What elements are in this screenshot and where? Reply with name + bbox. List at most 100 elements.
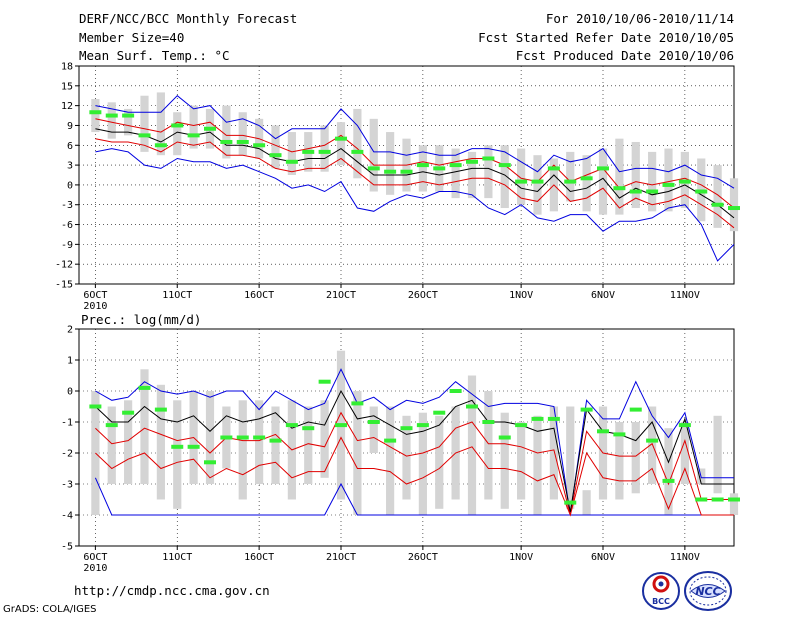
temperature-median-mark bbox=[138, 133, 151, 138]
precipitation-median-mark bbox=[662, 478, 675, 483]
precipitation-median-mark bbox=[629, 407, 642, 412]
temperature-median-mark bbox=[351, 149, 364, 154]
precipitation-median-mark bbox=[351, 401, 364, 406]
precipitation-median-mark bbox=[728, 497, 740, 502]
temperature-ytick-label: 12 bbox=[61, 101, 73, 112]
temperature-ytick-label: -3 bbox=[61, 200, 73, 211]
precipitation-year-label: 2010 bbox=[83, 563, 107, 574]
forecast-started-date: Fcst Started Refer Date 2010/10/05 bbox=[478, 30, 734, 45]
bcc-logo-icon: BCC bbox=[642, 572, 680, 610]
temperature-ytick-label: -12 bbox=[55, 260, 73, 271]
temperature-median-mark bbox=[662, 182, 675, 187]
precipitation-ensemble-box bbox=[631, 422, 640, 494]
precipitation-xtick-label: 11NOV bbox=[670, 552, 700, 563]
precipitation-median-mark bbox=[269, 438, 282, 443]
precipitation-ensemble-box bbox=[91, 391, 100, 515]
precipitation-ensemble-box bbox=[484, 391, 493, 500]
temperature-ensemble-box bbox=[648, 151, 657, 212]
temperature-ensemble-box bbox=[107, 102, 116, 139]
precipitation-ensemble-box bbox=[467, 375, 477, 515]
temperature-median-mark bbox=[695, 189, 708, 194]
precipitation-ensemble-box bbox=[386, 406, 395, 515]
temperature-ensemble-box bbox=[729, 178, 739, 232]
source-url[interactable]: http://cmdp.ncc.cma.gov.cn bbox=[74, 583, 270, 598]
temperature-upper-spread-line bbox=[95, 118, 735, 209]
temperature-median-mark bbox=[613, 186, 626, 191]
precipitation-ensemble-box bbox=[500, 412, 509, 509]
precipitation-ensemble-box bbox=[304, 406, 313, 484]
precipitation-lower-envelope-line bbox=[94, 477, 734, 516]
temperature-ytick-label: 0 bbox=[67, 180, 73, 191]
temperature-ytick-label: 9 bbox=[67, 121, 73, 132]
temperature-xtick-label: 6NOV bbox=[591, 290, 615, 301]
temperature-ytick-label: -6 bbox=[61, 220, 73, 231]
temperature-panel: -15 -12 -9 -6 -3 0 3 6 9 12 15 18 6OCT 11OCT 16OCT 21OC… bbox=[55, 62, 740, 312]
temperature-median-mark bbox=[400, 169, 413, 174]
temperature-ensemble-box bbox=[451, 148, 460, 199]
temperature-median-mark bbox=[433, 166, 446, 171]
temperature-ensemble-box bbox=[287, 132, 296, 175]
temperature-frame bbox=[78, 65, 735, 285]
precipitation-ensemble-box bbox=[418, 412, 427, 515]
temperature-ensemble-box bbox=[156, 92, 165, 156]
precipitation-median-mark bbox=[138, 385, 151, 390]
precipitation-median-mark bbox=[547, 416, 560, 421]
precipitation-median-mark bbox=[187, 444, 200, 449]
temperature-median-mark bbox=[220, 139, 233, 144]
precipitation-median-mark bbox=[531, 416, 544, 421]
precipitation-median-mark bbox=[204, 460, 216, 465]
precipitation-median-mark bbox=[711, 497, 724, 502]
temperature-xtick-label: 26OCT bbox=[408, 290, 438, 301]
temperature-median-mark bbox=[711, 202, 724, 207]
precipitation-xtick-label: 11OCT bbox=[162, 552, 192, 563]
temperature-xtick-label: 11OCT bbox=[162, 290, 192, 301]
temperature-median-mark bbox=[678, 179, 691, 184]
temperature-median-mark bbox=[531, 179, 544, 184]
ncc-logo-text: NCC bbox=[695, 585, 720, 598]
temperature-ensemble-box bbox=[418, 145, 427, 192]
precipitation-label: Prec.: log(mm/d) bbox=[81, 312, 201, 327]
temperature-ensemble-box bbox=[713, 165, 722, 228]
precipitation-ytick-label: 1 bbox=[67, 356, 73, 367]
precipitation-median-mark bbox=[253, 435, 266, 440]
temperature-median-mark bbox=[285, 159, 298, 164]
precipitation-median-mark bbox=[318, 379, 331, 384]
precipitation-median-mark bbox=[384, 438, 397, 443]
precipitation-ensemble-box bbox=[320, 400, 329, 478]
precipitation-median-mark bbox=[564, 500, 577, 505]
temperature-xtick-label: 11NOV bbox=[670, 290, 700, 301]
precipitation-median-mark bbox=[416, 423, 429, 428]
precipitation-ensemble-box bbox=[615, 422, 624, 500]
temperature-ensemble-box bbox=[140, 95, 149, 152]
precipitation-median-mark bbox=[236, 435, 249, 440]
temperature-xtick-label: 16OCT bbox=[244, 290, 274, 301]
precipitation-median-mark bbox=[433, 410, 446, 415]
precipitation-ensemble-box bbox=[107, 406, 116, 484]
precipitation-ensemble-box bbox=[369, 406, 378, 453]
precipitation-ensemble-box bbox=[255, 400, 264, 484]
precipitation-median-mark bbox=[302, 426, 315, 431]
precipitation-median-mark bbox=[449, 389, 462, 393]
precipitation-upper-spread-line bbox=[95, 411, 734, 516]
precipitation-ensemble-box bbox=[173, 400, 182, 509]
temperature-median-mark bbox=[466, 159, 478, 164]
temperature-ensemble-box bbox=[484, 145, 493, 199]
temperature-median-mark bbox=[269, 153, 282, 158]
temperature-ensemble-box bbox=[238, 112, 247, 156]
temperature-ensemble-box bbox=[386, 132, 395, 195]
precipitation-median-mark bbox=[482, 420, 495, 424]
temperature-ensemble-box bbox=[517, 148, 526, 205]
temperature-ensemble-box bbox=[353, 108, 362, 179]
member-size-label: Member Size=40 bbox=[79, 30, 185, 45]
precipitation-ensemble-box bbox=[238, 400, 247, 500]
precipitation-mean-line bbox=[95, 389, 734, 512]
precipitation-xtick-label: 16OCT bbox=[244, 552, 274, 563]
precipitation-median-mark bbox=[89, 404, 102, 409]
temperature-median-mark bbox=[416, 163, 429, 168]
temperature-median-mark bbox=[105, 113, 118, 118]
temperature-ensemble-box bbox=[271, 125, 280, 169]
temperature-xtick-label: 1NOV bbox=[509, 290, 533, 301]
forecast-produced-date: Fcst Produced Date 2010/10/06 bbox=[515, 48, 734, 63]
precipitation-ytick-label: 2 bbox=[67, 325, 73, 336]
precipitation-ensemble-box bbox=[124, 400, 133, 484]
